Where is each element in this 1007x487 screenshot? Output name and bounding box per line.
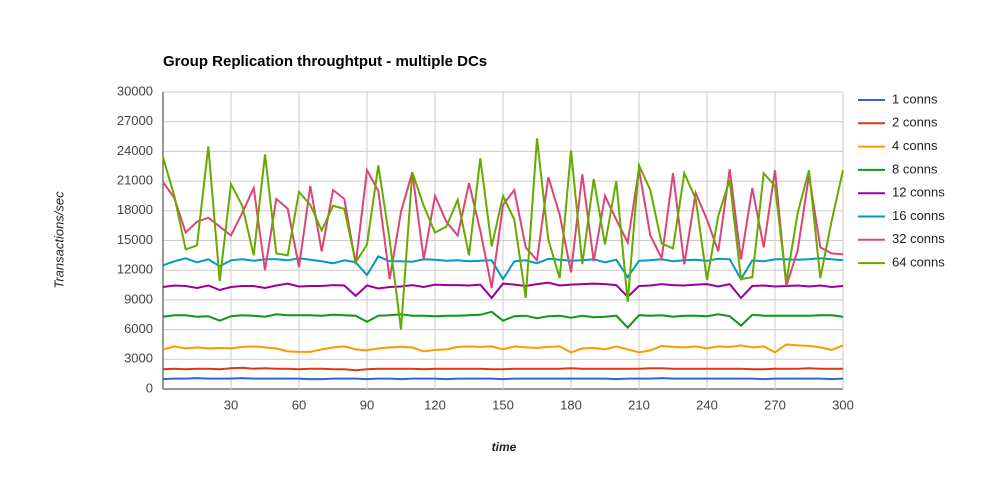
y-tick-label: 9000	[124, 291, 153, 306]
x-tick-label: 240	[696, 397, 718, 412]
series-line	[162, 366, 843, 372]
y-tick-label: 6000	[124, 321, 153, 336]
x-tick-label: 270	[764, 397, 786, 412]
series-line	[162, 281, 844, 300]
legend-label: 12 conns	[892, 185, 945, 200]
y-tick-label: 30000	[117, 83, 153, 98]
x-tick-label: 90	[360, 397, 374, 412]
series-line	[162, 138, 844, 330]
y-tick-label: 3000	[124, 351, 153, 366]
legend-label: 2 conns	[892, 115, 938, 130]
legend-label: 64 conns	[892, 255, 945, 270]
legend-label: 32 conns	[892, 231, 945, 246]
legend-label: 16 conns	[892, 208, 945, 223]
series-line	[162, 377, 844, 381]
legend-label: 4 conns	[892, 138, 938, 153]
y-tick-label: 0	[146, 380, 153, 395]
series-line	[162, 343, 844, 354]
x-tick-label: 300	[832, 397, 854, 412]
y-tick-label: 15000	[117, 232, 153, 247]
x-tick-label: 60	[292, 397, 306, 412]
x-tick-label: 30	[224, 397, 238, 412]
y-axis-title: Transactions/sec	[51, 191, 66, 289]
x-tick-label: 120	[424, 397, 446, 412]
y-tick-label: 24000	[117, 143, 153, 158]
x-axis-title: time	[492, 440, 517, 454]
x-tick-label: 210	[628, 397, 650, 412]
series-line	[162, 255, 844, 282]
x-tick-label: 180	[560, 397, 582, 412]
legend-label: 1 conns	[892, 91, 938, 106]
legend-label: 8 conns	[892, 161, 938, 176]
x-tick-label: 150	[492, 397, 514, 412]
y-tick-label: 27000	[117, 113, 153, 128]
series-line	[162, 310, 844, 330]
chart-title: Group Replication throughtput - multiple…	[163, 53, 487, 70]
series-line	[162, 166, 844, 289]
y-tick-label: 12000	[117, 262, 153, 277]
y-tick-label: 21000	[117, 173, 153, 188]
y-tick-label: 18000	[117, 202, 153, 217]
